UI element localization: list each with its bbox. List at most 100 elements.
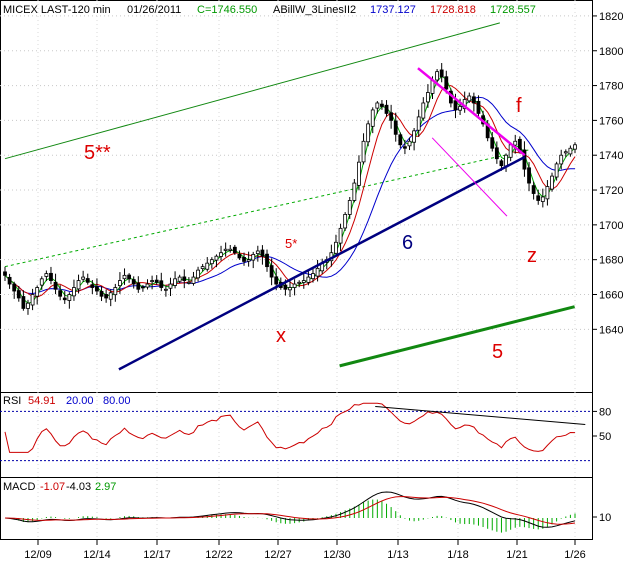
candle-body: [499, 160, 504, 167]
candle-body: [494, 147, 499, 160]
price-tick-label: 1800: [599, 46, 623, 58]
rsi-value-1: 54.91: [28, 395, 56, 407]
candle-body: [458, 106, 462, 111]
trend-line-5-double-star: [4, 22, 500, 160]
macd-signal-line: [4, 496, 576, 525]
candle-body: [173, 278, 177, 286]
candle-body: [163, 288, 168, 291]
rsi-tick-label: 50: [599, 431, 611, 443]
candle-body: [141, 286, 145, 289]
date-tick-label: 12/30: [323, 549, 351, 561]
candle-body: [274, 276, 279, 285]
candle-body: [177, 276, 182, 282]
trend-line-5-star: [4, 149, 529, 268]
candle-body: [508, 144, 513, 158]
trend-line-f-lower: [431, 137, 508, 217]
annotation-z: z: [527, 245, 537, 267]
candle-body: [104, 294, 109, 299]
candle-body: [159, 280, 164, 288]
candle-body: [242, 257, 246, 262]
candle-body: [122, 274, 127, 280]
rsi-value-3: 80.00: [103, 395, 131, 407]
candle-body: [214, 255, 219, 261]
candle-body: [113, 287, 118, 296]
header-value-3: 1728.557: [490, 4, 536, 16]
candle-body: [453, 100, 458, 111]
guide-lines: [4, 22, 529, 268]
candle-body: [228, 248, 233, 251]
candle-body: [191, 276, 196, 284]
header-close: C=1746.550: [197, 4, 257, 16]
candle-body: [200, 266, 205, 270]
candle-body: [347, 200, 352, 215]
candle-body: [3, 271, 7, 276]
candle-body: [35, 287, 40, 297]
trend-line-6: [118, 155, 526, 371]
rsi-value-2: 20.00: [66, 395, 94, 407]
candle-body: [573, 144, 577, 150]
candle-body: [389, 112, 394, 121]
candle-body: [559, 154, 564, 165]
price-tick-label: 1680: [599, 255, 623, 267]
candle-body: [297, 281, 302, 284]
annotation-5: 5: [492, 341, 503, 363]
price-tick-label: 1660: [599, 290, 623, 302]
annotation-5-star: 5*: [285, 236, 297, 251]
header-symbol: MICEX LAST-120 min: [3, 4, 111, 16]
date-tick-label: 12/14: [83, 549, 111, 561]
date-tick-label: 1/21: [506, 549, 527, 561]
candle-body: [246, 259, 251, 262]
candle-body: [513, 140, 518, 146]
candle-body: [338, 227, 343, 244]
candle-body: [30, 294, 35, 306]
price-ticks: 1640 1660 1680 1700 1720 1740 1760 1780 1800 1820: [592, 11, 623, 336]
candle-body: [16, 290, 21, 299]
macd-value-3: 2.97: [95, 481, 116, 493]
candle-body: [196, 269, 200, 279]
candle-body: [186, 281, 191, 284]
rsi-tick-label: 80: [599, 406, 611, 418]
candle-body: [306, 276, 311, 283]
candle-body: [407, 140, 412, 147]
candle-body: [536, 195, 541, 201]
candle-body: [150, 280, 154, 282]
candle-body: [288, 287, 292, 291]
candle-body: [12, 283, 17, 292]
candle-body: [393, 120, 398, 135]
candle-body: [269, 265, 274, 278]
date-tick-label: 1/26: [564, 549, 585, 561]
candle-body: [380, 103, 384, 107]
candle-body: [127, 274, 132, 280]
price-tick-label: 1820: [599, 11, 623, 23]
candle-body: [7, 276, 12, 285]
ma-slow-line: [4, 96, 575, 295]
candle-body: [39, 278, 44, 286]
candle-body: [311, 273, 315, 280]
candle-body: [334, 241, 338, 254]
candle-body: [366, 123, 371, 143]
macd-value-1: -1.07: [40, 481, 65, 493]
candle-body: [554, 163, 559, 178]
macd-panel: 10: [4, 491, 611, 533]
candle-body: [540, 196, 545, 202]
candle-body: [403, 146, 407, 149]
date-tick-label: 1/18: [447, 549, 468, 561]
annotation-6: 6: [402, 232, 413, 254]
candle-body: [209, 259, 214, 265]
candle-body: [471, 96, 476, 104]
candle-body: [237, 253, 242, 259]
grid: [0, 0, 592, 540]
candle-body: [568, 147, 573, 155]
candle-body: [99, 290, 104, 297]
candle-body: [467, 95, 472, 102]
price-tick-label: 1720: [599, 185, 623, 197]
candle-body: [108, 292, 113, 300]
rsi-label: RSI: [3, 395, 21, 407]
price-tick-label: 1700: [599, 220, 623, 232]
header-date: 01/26/2011: [127, 4, 181, 16]
candle-body: [545, 186, 550, 200]
candle-body: [205, 262, 210, 270]
candle-body: [421, 102, 426, 119]
candle-body: [398, 134, 403, 146]
